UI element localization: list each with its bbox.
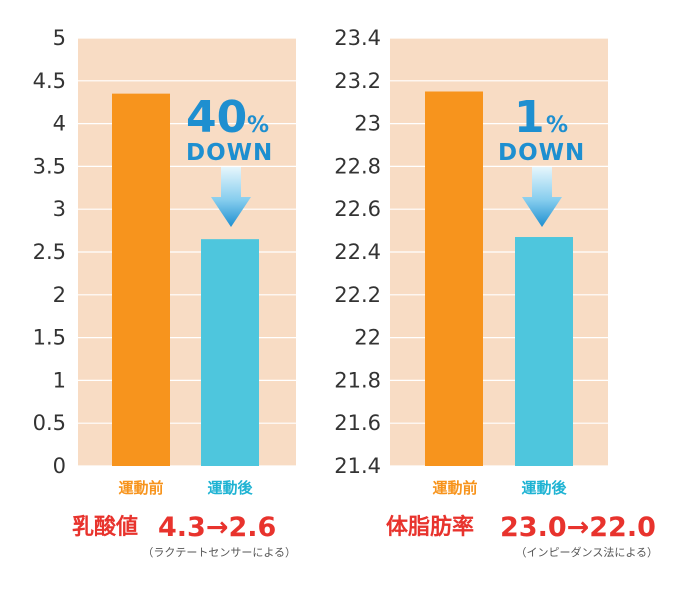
y-tick-label: 21.4 [334, 454, 381, 478]
bar-before-exercise [112, 93, 170, 466]
down-arrow-icon [522, 167, 562, 227]
y-tick-label: 23.4 [334, 26, 381, 50]
down-percent-sign: % [247, 113, 269, 138]
y-tick-label: 0.5 [33, 411, 66, 435]
caption-note: （ラクテートセンサーによる） [142, 546, 296, 559]
down-percent-sign: % [546, 113, 568, 138]
caption-values: 4.3→2.6 [158, 512, 276, 543]
y-tick-label: 3.5 [33, 154, 66, 178]
caption-note: （インピーダンス法による） [516, 545, 658, 559]
y-tick-label: 3 [53, 197, 66, 221]
down-annotation: 1 % DOWN [498, 92, 585, 227]
y-tick-label: 21.6 [334, 411, 381, 435]
y-tick-label: 22.4 [334, 240, 381, 264]
down-annotation: 40 % DOWN [186, 92, 273, 227]
y-tick-label: 4 [53, 112, 66, 136]
y-tick-label: 22.6 [334, 197, 381, 221]
caption: 乳酸値 4.3→2.6 （ラクテートセンサーによる） [72, 512, 296, 559]
bar-after-exercise [201, 239, 259, 466]
x-axis-categories: 運動前 運動後 [118, 479, 253, 497]
y-tick-label: 1 [53, 368, 66, 392]
y-tick-label: 22 [354, 326, 381, 350]
y-tick-label: 2 [53, 283, 66, 307]
caption: 体脂肪率 23.0→22.0 （インピーダンス法による） [386, 512, 658, 559]
y-tick-label: 22.8 [334, 154, 381, 178]
y-tick-label: 23 [354, 112, 381, 136]
x-category-label: 運動前 [118, 479, 163, 497]
y-tick-label: 23.2 [334, 69, 381, 93]
bar-before-exercise [425, 91, 483, 466]
caption-metric: 乳酸値 [72, 514, 138, 540]
y-tick-label: 5 [53, 26, 66, 50]
caption-values: 23.0→22.0 [500, 512, 656, 543]
chart-lactate: 0 0.5 1 1.5 2 2.5 3 3.5 4 4.5 5 運動前 運動後 40 % DOWN 乳… [33, 26, 296, 559]
y-axis-ticks: 0 0.5 1 1.5 2 2.5 3 3.5 4 4.5 5 [33, 26, 66, 478]
bar-after-exercise [515, 237, 573, 466]
bars [425, 91, 573, 466]
down-arrow-icon [211, 167, 251, 227]
down-word: DOWN [498, 140, 585, 166]
down-percent-number: 40 [186, 92, 247, 143]
caption-metric: 体脂肪率 [386, 514, 474, 540]
y-tick-label: 2.5 [33, 240, 66, 264]
x-axis-categories: 運動前 運動後 [432, 479, 567, 497]
down-word: DOWN [186, 140, 273, 166]
bars [112, 93, 259, 466]
y-axis-ticks: 21.4 21.6 21.8 22 22.2 22.4 22.6 22.8 23 23.2 23.4 [334, 26, 381, 478]
y-tick-label: 1.5 [33, 326, 66, 350]
y-tick-label: 22.2 [334, 283, 381, 307]
y-tick-label: 21.8 [334, 368, 381, 392]
y-tick-label: 0 [53, 454, 66, 478]
y-tick-label: 4.5 [33, 69, 66, 93]
x-category-label: 運動後 [521, 479, 567, 497]
x-category-label: 運動後 [207, 479, 253, 497]
down-percent-number: 1 [514, 92, 545, 143]
chart-body-fat: 21.4 21.6 21.8 22 22.2 22.4 22.6 22.8 23 23.2 23.4… [334, 26, 658, 559]
x-category-label: 運動前 [432, 479, 477, 497]
